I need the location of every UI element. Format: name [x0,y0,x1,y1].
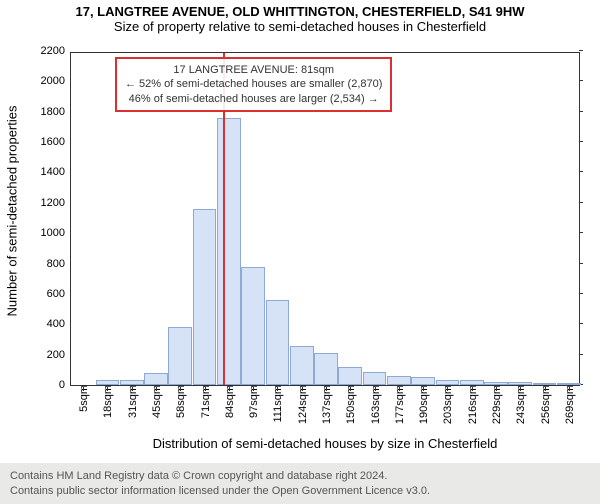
y-tick-label: 2200 [41,45,71,57]
attribution-line-1: Contains HM Land Registry data © Crown c… [10,469,590,483]
histogram-bar [411,377,435,385]
y-tick-label: 400 [47,318,71,330]
histogram-bar [266,300,290,385]
histogram-bar [290,346,314,385]
histogram-bar [387,376,411,385]
page-subtitle: Size of property relative to semi-detach… [0,19,600,34]
y-tick-label: 1200 [41,197,71,209]
histogram-bar [363,372,387,385]
page-title: 17, LANGTREE AVENUE, OLD WHITTINGTON, CH… [0,4,600,19]
y-tick-label: 1600 [41,136,71,148]
info-line-property: 17 LANGTREE AVENUE: 81sqm [125,63,382,77]
y-tick-label: 800 [47,258,71,270]
x-axis-label: Distribution of semi-detached houses by … [70,436,580,451]
y-tick-label: 1400 [41,166,71,178]
y-tick-label: 1000 [41,227,71,239]
histogram-bar [338,367,362,385]
chart-plot-area: 0200400600800100012001400160018002000220… [70,52,580,386]
y-tick-label: 600 [47,288,71,300]
y-axis-label: Number of semi-detached properties [5,117,20,317]
histogram-bar [193,209,217,385]
histogram-bar [217,118,241,385]
attribution-line-2: Contains public sector information licen… [10,484,590,498]
y-tick-label: 2000 [41,75,71,87]
histogram-bar [314,353,338,385]
info-line-smaller: ← 52% of semi-detached houses are smalle… [125,77,382,91]
y-tick-label: 200 [47,349,71,361]
histogram-bar [144,373,168,385]
property-info-box: 17 LANGTREE AVENUE: 81sqm← 52% of semi-d… [115,57,392,112]
y-tick-label: 1800 [41,106,71,118]
info-line-larger: 46% of semi-detached houses are larger (… [125,92,382,106]
attribution-footer: Contains HM Land Registry data © Crown c… [0,463,600,504]
histogram-bar [168,327,192,385]
histogram-bar [241,267,265,385]
y-tick-label: 0 [59,379,71,391]
